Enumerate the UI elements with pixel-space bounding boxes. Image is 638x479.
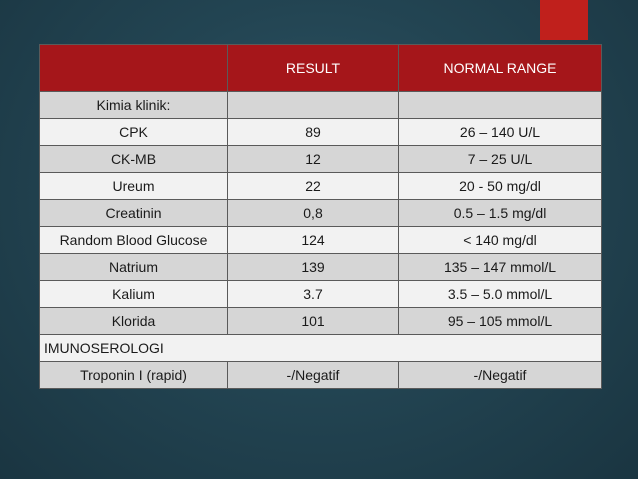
section-row: IMUNOSEROLOGI: [39, 334, 602, 362]
table-row: CPK 89 26 – 140 U/L: [39, 118, 602, 146]
row-result: 101: [227, 307, 399, 335]
lab-results-table: RESULT NORMAL RANGE Kimia klinik: CPK 89…: [39, 44, 602, 389]
table-row: Kimia klinik:: [39, 91, 602, 119]
table-row: Kalium 3.7 3.5 – 5.0 mmol/L: [39, 280, 602, 308]
table-row: Klorida 101 95 – 105 mmol/L: [39, 307, 602, 335]
table-row: Troponin I (rapid) -/Negatif -/Negatif: [39, 361, 602, 389]
row-label: Ureum: [39, 172, 228, 200]
row-range: -/Negatif: [398, 361, 602, 389]
row-result: [227, 91, 399, 119]
row-result: 22: [227, 172, 399, 200]
row-result: -/Negatif: [227, 361, 399, 389]
row-range: < 140 mg/dl: [398, 226, 602, 254]
row-label: Random Blood Glucose: [39, 226, 228, 254]
row-range: 7 – 25 U/L: [398, 145, 602, 173]
section-label-imunoserologi: IMUNOSEROLOGI: [39, 334, 602, 362]
row-result: 3.7: [227, 280, 399, 308]
header-cell-empty: [39, 44, 228, 92]
header-cell-normal-range: NORMAL RANGE: [398, 44, 602, 92]
row-result: 89: [227, 118, 399, 146]
row-range: 3.5 – 5.0 mmol/L: [398, 280, 602, 308]
row-label: CK-MB: [39, 145, 228, 173]
table-header-row: RESULT NORMAL RANGE: [39, 44, 602, 92]
row-label: Creatinin: [39, 199, 228, 227]
row-label: Kalium: [39, 280, 228, 308]
table-row: CK-MB 12 7 – 25 U/L: [39, 145, 602, 173]
row-range: 0.5 – 1.5 mg/dl: [398, 199, 602, 227]
row-result: 124: [227, 226, 399, 254]
header-cell-result: RESULT: [227, 44, 399, 92]
row-result: 0,8: [227, 199, 399, 227]
row-label: CPK: [39, 118, 228, 146]
table-row: Ureum 22 20 - 50 mg/dl: [39, 172, 602, 200]
row-label: Klorida: [39, 307, 228, 335]
row-range: 95 – 105 mmol/L: [398, 307, 602, 335]
row-label: Natrium: [39, 253, 228, 281]
table-row: Random Blood Glucose 124 < 140 mg/dl: [39, 226, 602, 254]
row-range: 135 – 147 mmol/L: [398, 253, 602, 281]
row-range: 26 – 140 U/L: [398, 118, 602, 146]
table-row: Creatinin 0,8 0.5 – 1.5 mg/dl: [39, 199, 602, 227]
table-row: Natrium 139 135 – 147 mmol/L: [39, 253, 602, 281]
row-range: 20 - 50 mg/dl: [398, 172, 602, 200]
corner-accent-block: [540, 0, 588, 40]
row-result: 12: [227, 145, 399, 173]
row-label: Troponin I (rapid): [39, 361, 228, 389]
row-range: [398, 91, 602, 119]
row-result: 139: [227, 253, 399, 281]
row-label: Kimia klinik:: [39, 91, 228, 119]
